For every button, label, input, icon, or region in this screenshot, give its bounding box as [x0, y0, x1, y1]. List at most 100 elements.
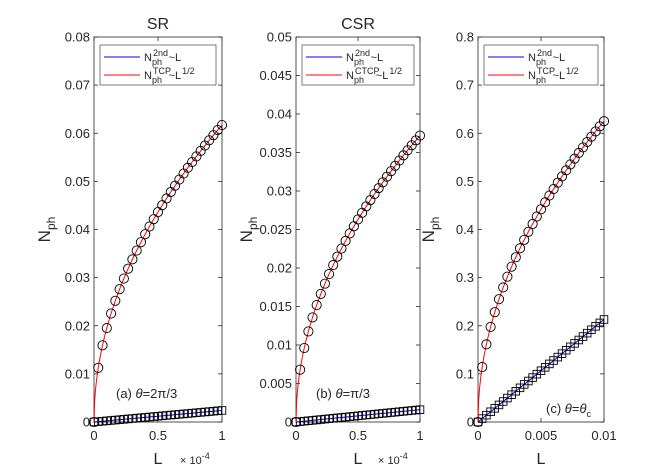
data-point	[106, 308, 117, 319]
data-point	[303, 326, 314, 337]
data-point	[187, 408, 197, 418]
data-point	[140, 229, 151, 240]
series-2nd	[291, 405, 425, 427]
data-point	[132, 413, 141, 423]
data-point	[158, 411, 167, 421]
data-point	[183, 409, 193, 418]
data-point	[332, 251, 343, 262]
y-tick-label: 0.3	[456, 270, 474, 285]
data-point	[111, 415, 120, 425]
data-point	[114, 284, 125, 295]
data-point	[489, 307, 500, 318]
data-point	[179, 409, 188, 419]
y-tick-label: 0.04	[267, 107, 292, 122]
series-2nd	[473, 315, 609, 427]
y-tick-label: 0.05	[65, 174, 90, 189]
x-axis-label: L	[354, 451, 363, 468]
x-tick-label: 0	[292, 428, 299, 443]
y-tick-label: 0.06	[65, 126, 90, 141]
x-tick-label: 1	[416, 428, 423, 443]
panel-annotation: (c) θ=θc	[546, 401, 592, 419]
data-point	[93, 362, 104, 373]
data-point	[477, 362, 488, 373]
data-point	[502, 271, 513, 282]
data-point	[481, 339, 492, 350]
y-tick-label: 0.015	[259, 299, 292, 314]
data-point	[123, 263, 134, 274]
data-point	[216, 120, 228, 131]
y-tick-label: 0.04	[65, 222, 90, 237]
legend-box	[483, 44, 599, 86]
data-point	[498, 282, 509, 293]
data-point	[472, 416, 484, 428]
y-tick-label: 0.8	[456, 30, 474, 45]
data-point	[145, 412, 154, 422]
data-point	[153, 411, 163, 421]
series-line	[295, 135, 421, 423]
data-point	[209, 406, 218, 416]
x-tick-label: 0	[90, 428, 97, 443]
y-tick-label: 0.02	[65, 318, 90, 333]
data-point	[328, 260, 339, 271]
series-tcp	[290, 130, 426, 428]
data-point	[598, 116, 610, 127]
x-tick-label: 0.5	[349, 428, 367, 443]
data-point	[149, 412, 158, 421]
data-point	[299, 342, 310, 354]
y-tick-label: 0.6	[456, 126, 474, 141]
y-tick-label: 0.1	[456, 366, 474, 381]
y-tick-label: 0.7	[456, 78, 474, 93]
data-point	[106, 416, 116, 425]
y-tick-label: 0.08	[65, 30, 90, 45]
data-point	[514, 243, 526, 254]
x-axis-label: L	[537, 451, 546, 468]
legend-entry: N2nd ph ~L	[144, 48, 181, 67]
data-point	[307, 312, 318, 323]
chart-panel-3: 0 0.1 0.2 0.3 0.4 0.5 0.6 0.7 0.8 0 0.005 0.01 L Nph N…	[419, 30, 617, 469]
data-point	[170, 410, 180, 419]
data-point	[519, 234, 530, 245]
y-tick-label: 0.035	[259, 145, 292, 160]
y-tick-label: 0.07	[65, 78, 90, 93]
data-point	[200, 407, 210, 417]
data-point	[599, 315, 609, 324]
data-point	[311, 300, 322, 311]
data-point	[131, 245, 142, 256]
data-point	[315, 288, 326, 299]
data-point	[140, 413, 150, 422]
data-point	[88, 416, 100, 428]
x-axis-exponent: × 10-4	[378, 451, 408, 467]
series-line	[93, 409, 223, 423]
y-tick-label: 0.03	[65, 270, 90, 285]
chart-title: SR	[147, 16, 169, 33]
data-point	[414, 130, 426, 141]
chart-title: CSR	[341, 16, 375, 33]
data-point	[324, 269, 335, 280]
x-axis-exponent: × 10-4	[180, 451, 210, 467]
plot-area	[93, 36, 223, 423]
y-tick-label: 0.4	[456, 222, 474, 237]
x-tick-label: 0.5	[149, 428, 167, 443]
data-point	[415, 405, 425, 414]
data-point	[119, 415, 129, 424]
data-point	[527, 218, 538, 230]
y-tick-label: 0	[467, 415, 474, 430]
legend-entry: NTCP ph ~L1/2	[144, 66, 195, 85]
data-point	[336, 243, 347, 254]
data-point	[217, 406, 227, 415]
data-point	[144, 221, 155, 232]
data-point	[127, 254, 138, 265]
panel-annotation: (b) θ=π/3	[316, 386, 370, 401]
y-tick-label: 0.5	[456, 174, 474, 189]
data-point	[192, 408, 201, 418]
series-line	[477, 120, 605, 423]
data-point	[128, 414, 137, 423]
data-point	[118, 273, 129, 284]
y-axis-label: Nph	[419, 217, 442, 243]
legend-entry: N2nd ph ~L	[528, 48, 565, 67]
data-point	[166, 410, 176, 420]
